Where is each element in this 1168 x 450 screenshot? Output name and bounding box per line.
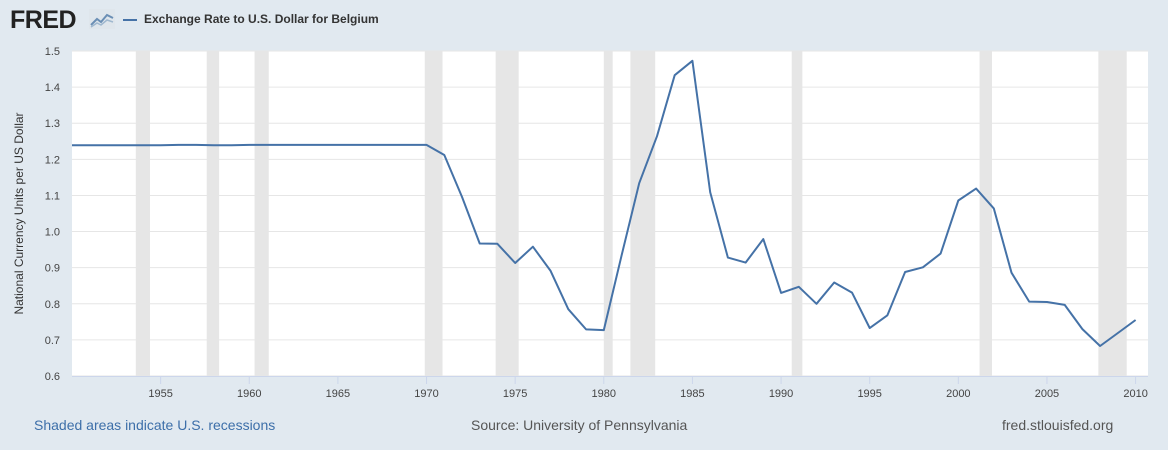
recession-band-3 (424, 51, 443, 376)
line-chart-icon (89, 9, 115, 29)
legend-entry[interactable]: Exchange Rate to U.S. Dollar for Belgium (144, 12, 379, 26)
y-tick-label-7: 1.3 (45, 118, 60, 130)
x-tick-label-8: 1995 (857, 388, 881, 400)
site-url[interactable]: fred.stlouisfed.org (1002, 417, 1114, 433)
legend-line-swatch (123, 19, 137, 21)
recession-band-1 (206, 51, 220, 376)
y-tick-label-3: 0.9 (45, 263, 60, 275)
x-tick-label-7: 1990 (769, 388, 793, 400)
recession-band-5 (603, 51, 613, 376)
x-tick-label-3: 1970 (414, 388, 438, 400)
x-tick-label-2: 1965 (326, 388, 350, 400)
recession-band-2 (254, 51, 269, 376)
x-tick-label-4: 1975 (503, 388, 527, 400)
recession-band-8 (979, 51, 993, 376)
y-tick-label-2: 0.8 (45, 299, 60, 311)
series-line-belgium[interactable] (72, 59, 1137, 347)
y-tick-label-5: 1.1 (45, 190, 60, 202)
recession-band-4 (495, 51, 519, 376)
y-tick-label-4: 1.0 (45, 227, 60, 239)
y-tick-label-0: 0.6 (45, 371, 60, 383)
y-axis-title: National Currency Units per US Dollar (12, 112, 26, 314)
recession-band-6 (630, 51, 656, 376)
header: FRED Exchange Rate to U.S. Dollar for Be… (0, 0, 1168, 40)
x-tick-label-5: 1980 (592, 388, 616, 400)
line-chart: 0.60.70.80.91.01.11.21.31.41.5 1955 1960 1… (12, 46, 1148, 400)
x-tick-label-6: 1985 (680, 388, 704, 400)
x-tick-label-0: 1955 (148, 388, 172, 400)
source-text: Source: University of Pennsylvania (471, 417, 688, 433)
y-tick-label-1: 0.7 (45, 335, 60, 347)
recession-note-link[interactable]: Shaded areas indicate U.S. recessions (34, 417, 276, 433)
y-tick-label-9: 1.5 (45, 46, 60, 58)
recession-band-7 (791, 51, 803, 376)
x-tick-label-10: 2005 (1035, 388, 1059, 400)
recession-band-9 (1098, 51, 1127, 376)
x-tick-label-11: 2010 (1123, 388, 1147, 400)
y-axis-ticks: 0.6 0.7 0.8 0.9 1.0 1.1 1.2 1.3 1.4 1.5 (45, 46, 60, 383)
x-tick-label-1: 1960 (237, 388, 261, 400)
x-axis-ticks: 1955 1960 1965 1970 1975 1980 1985 1990 1995 2000… (148, 376, 1148, 400)
y-tick-label-8: 1.4 (45, 82, 60, 94)
x-tick-label-9: 2000 (946, 388, 970, 400)
recession-shading (135, 51, 1127, 376)
recession-band-0 (135, 51, 150, 376)
fred-logo[interactable]: FRED (10, 6, 77, 34)
y-tick-label-6: 1.2 (45, 154, 60, 166)
